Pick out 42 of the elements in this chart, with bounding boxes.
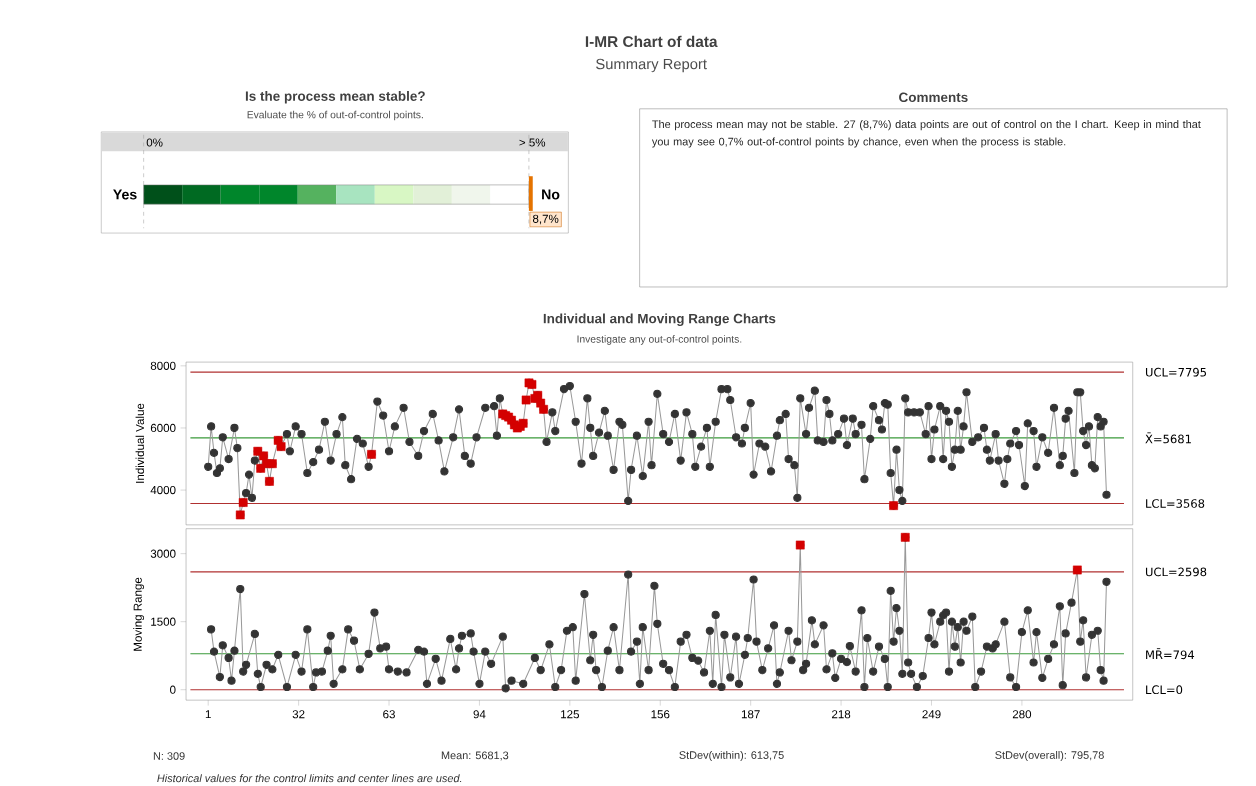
- chart-subtitle: Investigate any out-of-control points.: [577, 335, 742, 345]
- y-tick-label: 1500: [151, 617, 176, 626]
- ref-line-label: X̄=5681: [1145, 432, 1191, 444]
- ref-line-label: LCL=3568: [1146, 499, 1205, 508]
- text: The process mean may not be stable. 27 (8,7%) data points are out of control on the I chart. Keep in mind that you may see 0,7% out-of-control points by chance, even when the process is stable.: [651, 120, 1201, 148]
- x-tick-label: 187: [741, 710, 760, 719]
- ref-line-label: MR̄=794: [1146, 648, 1195, 660]
- y-tick-label: 4000: [150, 486, 176, 495]
- text: I-MR Chart of data: [585, 35, 718, 48]
- y-axis-title: Individual Value: [135, 403, 145, 483]
- y-tick-label: 8000: [150, 361, 176, 370]
- text: Comments: [899, 92, 968, 103]
- text: StDev(within): 613,75: [679, 750, 784, 762]
- y-tick-label: 6000: [150, 423, 176, 433]
- text: Mean: 5681,3: [441, 751, 509, 761]
- y-axis-title: Moving Range: [133, 577, 145, 651]
- text: Summary Report: [596, 58, 707, 73]
- ref-line-label: UCL=2598: [1145, 567, 1207, 577]
- text: Is the process mean stable?: [245, 91, 425, 104]
- ref-line-label: UCL=7795: [1145, 367, 1207, 377]
- chart-title: Individual and Moving Range Charts: [543, 313, 776, 327]
- x-tick-label: 94: [473, 710, 486, 719]
- text: Historical values for the control limits and center lines are used.: [157, 774, 462, 783]
- x-tick-label: 125: [561, 710, 579, 719]
- x-tick-label: 1: [205, 710, 211, 719]
- x-tick-label: 156: [651, 710, 670, 719]
- x-tick-label: 32: [292, 710, 305, 719]
- text: Evaluate the % of out-of-control points.: [247, 110, 423, 121]
- x-tick-label: 63: [383, 710, 395, 719]
- y-tick-label: 3000: [150, 549, 176, 558]
- text: 8,7%: [532, 214, 559, 225]
- text: N: 309: [153, 752, 185, 760]
- x-tick-label: 218: [832, 710, 851, 719]
- y-tick-label: 0: [170, 685, 176, 694]
- ref-line-label: LCL=0: [1146, 685, 1183, 695]
- category-label: No: [542, 189, 560, 200]
- text: 0%: [146, 138, 163, 147]
- x-tick-label: 280: [1012, 710, 1032, 719]
- text: StDev(overall): 795,78: [995, 750, 1104, 762]
- x-tick-label: 249: [922, 710, 941, 719]
- category-label: Yes: [113, 189, 137, 200]
- text: > 5%: [519, 138, 546, 147]
